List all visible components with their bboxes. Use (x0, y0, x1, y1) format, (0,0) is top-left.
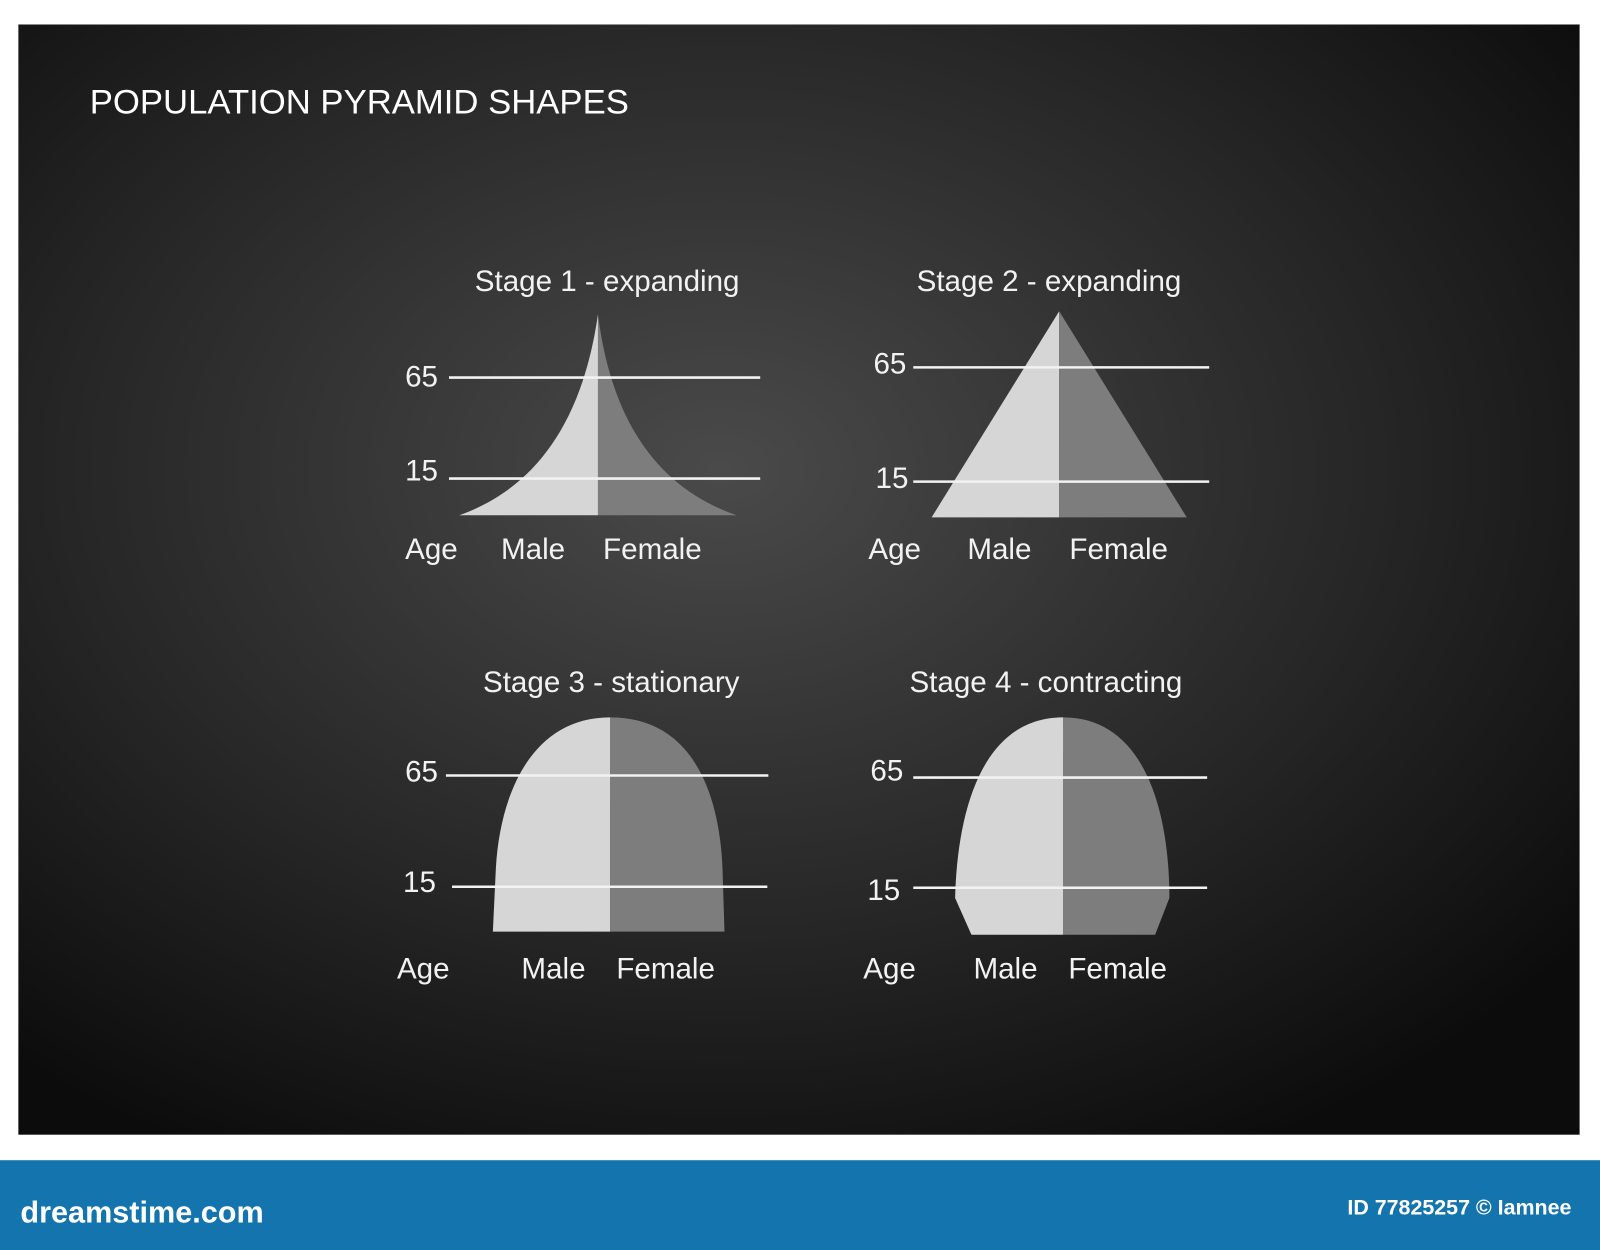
female-shape (610, 717, 725, 932)
panel: Stage 1 - expanding 65 15 Age Male Femal… (405, 265, 761, 566)
male-label: Male (521, 953, 585, 986)
panel-title: Stage 4 - contracting (909, 666, 1182, 699)
axis-label: Age (863, 953, 916, 986)
footer-bar (0, 1160, 1600, 1250)
level-label: 65 (873, 347, 906, 380)
female-label: Female (616, 953, 715, 986)
axis-label: Age (405, 533, 458, 566)
male-shape (955, 717, 1064, 935)
male-label: Male (501, 533, 565, 566)
male-label: Male (973, 953, 1037, 986)
panel-title: Stage 1 - expanding (475, 265, 740, 298)
axis-label: Age (868, 533, 921, 566)
level-label: 15 (403, 866, 436, 899)
panel: Stage 4 - contracting 65 15 Age Male Fem… (863, 666, 1208, 986)
female-shape (1063, 717, 1170, 935)
female-label: Female (1068, 953, 1167, 986)
footer-brand: dreamstime.com (20, 1195, 263, 1229)
female-label: Female (1069, 533, 1168, 566)
footer-credit: ID 77825257 © Iamnee (1347, 1195, 1571, 1219)
axis-label: Age (397, 953, 450, 986)
level-label: 15 (876, 462, 909, 495)
chalkboard (18, 24, 1580, 1135)
panel: Stage 3 - stationary 65 15 Age Male Fema… (397, 666, 769, 986)
level-label: 15 (405, 455, 438, 488)
female-shape (597, 314, 737, 516)
male-shape (931, 311, 1060, 518)
level-label: 65 (405, 756, 438, 789)
panel-title: Stage 2 - expanding (917, 265, 1182, 298)
female-label: Female (603, 533, 702, 566)
male-label: Male (967, 533, 1031, 566)
level-label: 65 (405, 361, 438, 394)
level-label: 65 (870, 755, 903, 788)
panel-title: Stage 3 - stationary (483, 666, 740, 699)
male-shape (459, 314, 598, 516)
title: POPULATION PYRAMID SHAPES (90, 83, 629, 121)
level-label: 15 (867, 874, 900, 907)
male-shape (492, 717, 611, 932)
